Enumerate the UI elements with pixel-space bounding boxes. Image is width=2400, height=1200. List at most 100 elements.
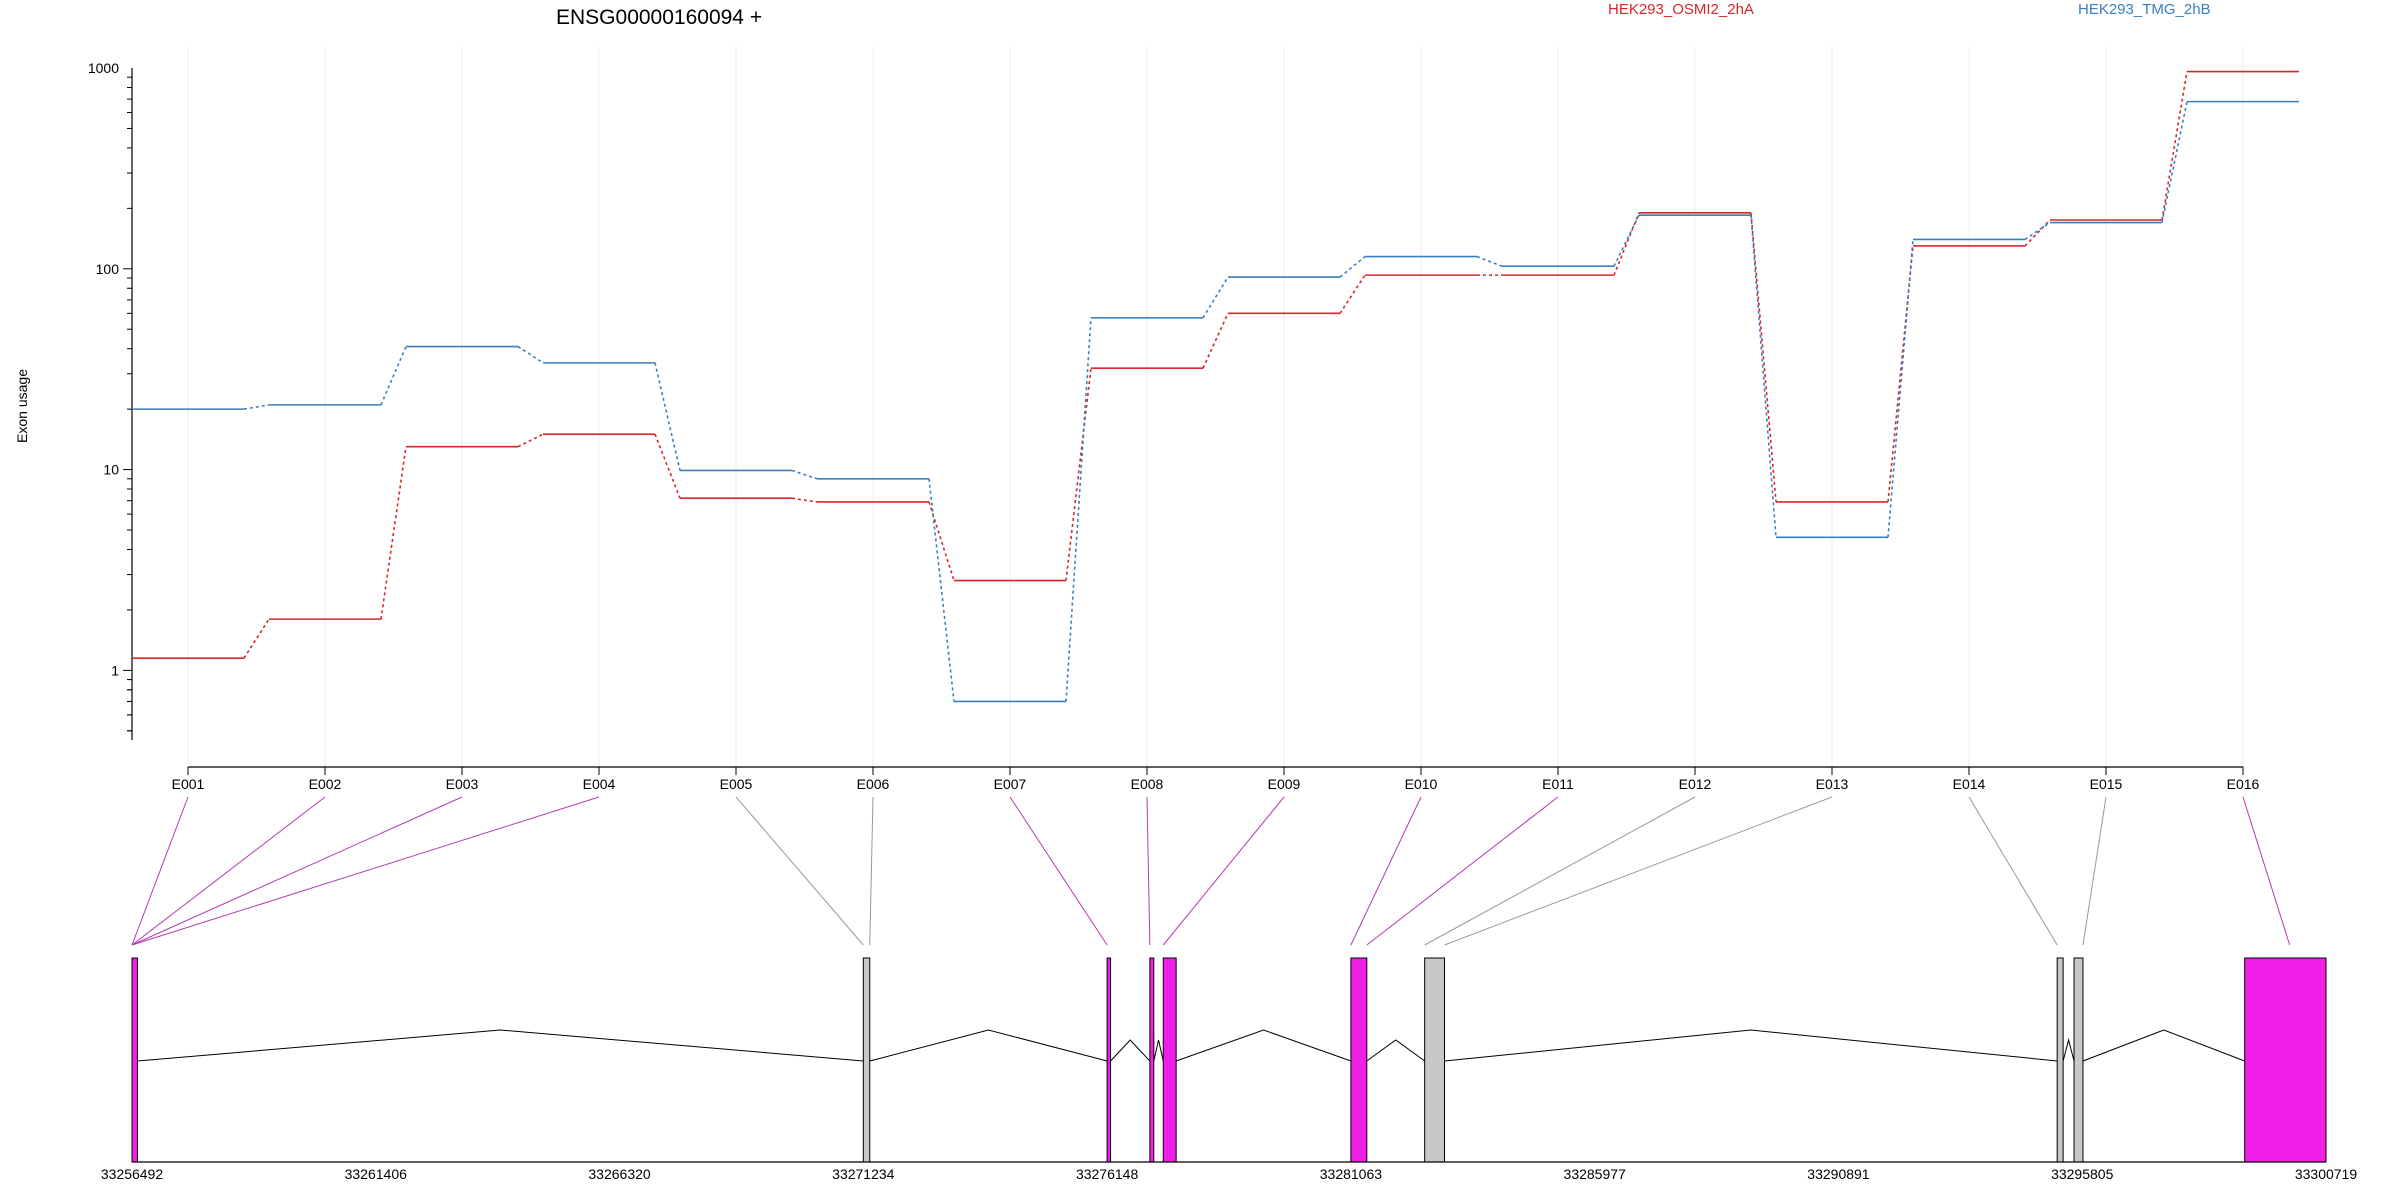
series-connector	[2161, 101, 2188, 223]
series-connector	[380, 446, 407, 620]
exon-block	[131, 957, 138, 1163]
genomic-coordinate-label: 33276148	[1076, 1166, 1139, 1182]
series-osmi2	[132, 70, 2299, 659]
exon-connector-e007	[1009, 796, 1108, 946]
exon-block	[862, 957, 871, 1163]
series-connector	[1339, 274, 1366, 314]
series-connector	[1339, 255, 1366, 278]
intron	[1366, 1039, 1425, 1062]
exon-connector-e009	[1162, 796, 1285, 946]
series-connector	[1887, 245, 1914, 503]
exon-connector-e005	[735, 796, 864, 946]
x-tick-label-e016: E016	[2227, 776, 2260, 792]
gene-model: 33256492 33261406 33266320 33271234 33276148…	[101, 796, 2358, 1182]
x-tick-label-e008: E008	[1131, 776, 1164, 792]
series-connector	[1202, 313, 1229, 369]
x-tick-label-e001: E001	[172, 776, 205, 792]
exon-connector-e003	[131, 796, 463, 946]
exon-connector-e002	[131, 796, 326, 946]
intron	[2082, 1029, 2245, 1062]
x-tick-label-e009: E009	[1268, 776, 1301, 792]
exon-connector-e004	[131, 796, 600, 946]
exon-connector-e015	[2082, 796, 2107, 946]
genomic-coordinate-label: 33256492	[101, 1166, 164, 1182]
genomic-coordinate-label: 33261406	[345, 1166, 408, 1182]
series-connector	[928, 501, 955, 581]
exon-block	[1162, 957, 1177, 1163]
y-tick-label: 1000	[88, 60, 119, 76]
x-tick-label-e015: E015	[2090, 776, 2123, 792]
series-connector	[928, 478, 955, 702]
x-tick-label-e014: E014	[1953, 776, 1986, 792]
x-tick-label-e013: E013	[1816, 776, 1849, 792]
exon-connector-e010	[1350, 796, 1422, 946]
intron	[1110, 1039, 1151, 1062]
exon-block	[1424, 957, 1446, 1163]
y-tick-label: 10	[103, 462, 119, 478]
series-connector	[1065, 317, 1092, 702]
x-tick-label-e006: E006	[857, 776, 890, 792]
exon-block	[2244, 957, 2327, 1163]
intron	[137, 1029, 864, 1062]
legend-item-osmi2: HEK293_OSMI2_2hA	[1608, 1, 1754, 18]
series-connector	[791, 497, 818, 503]
x-tick-label-e007: E007	[994, 776, 1027, 792]
intron	[1153, 1039, 1164, 1062]
series-connector	[2161, 71, 2188, 221]
x-tick-label-e004: E004	[583, 776, 616, 792]
exon-block	[2056, 957, 2064, 1163]
series-connector	[1065, 368, 1092, 581]
series-connector	[1613, 214, 1640, 267]
exon-block	[1149, 957, 1155, 1163]
x-tick-label-e002: E002	[309, 776, 342, 792]
exon-connector-e008	[1146, 796, 1151, 946]
series-connector	[1202, 276, 1229, 319]
series-connector	[1613, 212, 1640, 276]
exon-connector-e014	[1968, 796, 2058, 946]
exon-connector-e016	[2242, 796, 2291, 946]
exon-connector-e013	[1444, 796, 1833, 946]
genomic-coordinate-label: 33266320	[588, 1166, 651, 1182]
genomic-coordinate-label: 33300719	[2295, 1166, 2358, 1182]
exon-connector-e006	[869, 796, 874, 946]
series-connector	[517, 433, 544, 448]
genomic-coordinate-label: 33281063	[1320, 1166, 1383, 1182]
series-connector	[1887, 239, 1914, 538]
exon-block	[1350, 957, 1368, 1163]
x-tick-label-e005: E005	[720, 776, 753, 792]
series-tmg	[132, 100, 2299, 703]
intron	[1444, 1029, 2058, 1062]
exon-block	[1106, 957, 1112, 1163]
x-tick-label-e010: E010	[1405, 776, 1438, 792]
series-connector	[654, 362, 681, 471]
series-connector	[2024, 221, 2051, 241]
x-tick-label-e012: E012	[1679, 776, 1712, 792]
series-connector	[517, 345, 544, 364]
exon-connector-e011	[1366, 796, 1559, 946]
series-connector	[1750, 212, 1777, 503]
intron	[869, 1029, 1108, 1062]
series-connector	[243, 404, 270, 410]
x-tick-label-e011: E011	[1542, 776, 1574, 792]
x-tick-label-e003: E003	[446, 776, 479, 792]
genomic-coordinate-label: 33290891	[1807, 1166, 1870, 1182]
genomic-coordinate-label: 33285977	[1564, 1166, 1627, 1182]
series-connector	[2024, 219, 2051, 247]
genomic-coordinate-label: 33271234	[832, 1166, 895, 1182]
genomic-coordinate-label: 33295805	[2051, 1166, 2114, 1182]
series-connector	[1476, 255, 1503, 267]
intron	[2062, 1038, 2075, 1062]
intron	[1175, 1029, 1352, 1062]
chart-title: ENSG00000160094 +	[556, 6, 762, 29]
plot-area: 1 10 100 1000 E001 E002 E003 E004 E005 E006 E007 E0…	[88, 46, 2299, 792]
series-connector	[380, 346, 407, 406]
y-tick-label: 100	[96, 261, 120, 277]
exon-connector-e012	[1424, 796, 1696, 946]
exon-connector-e001	[131, 796, 189, 946]
exon-block	[2073, 957, 2084, 1163]
legend-item-tmg: HEK293_TMG_2hB	[2078, 1, 2211, 18]
y-axis-label: Exon usage	[14, 369, 30, 443]
series-connector	[791, 469, 818, 480]
series-connector	[654, 433, 681, 499]
